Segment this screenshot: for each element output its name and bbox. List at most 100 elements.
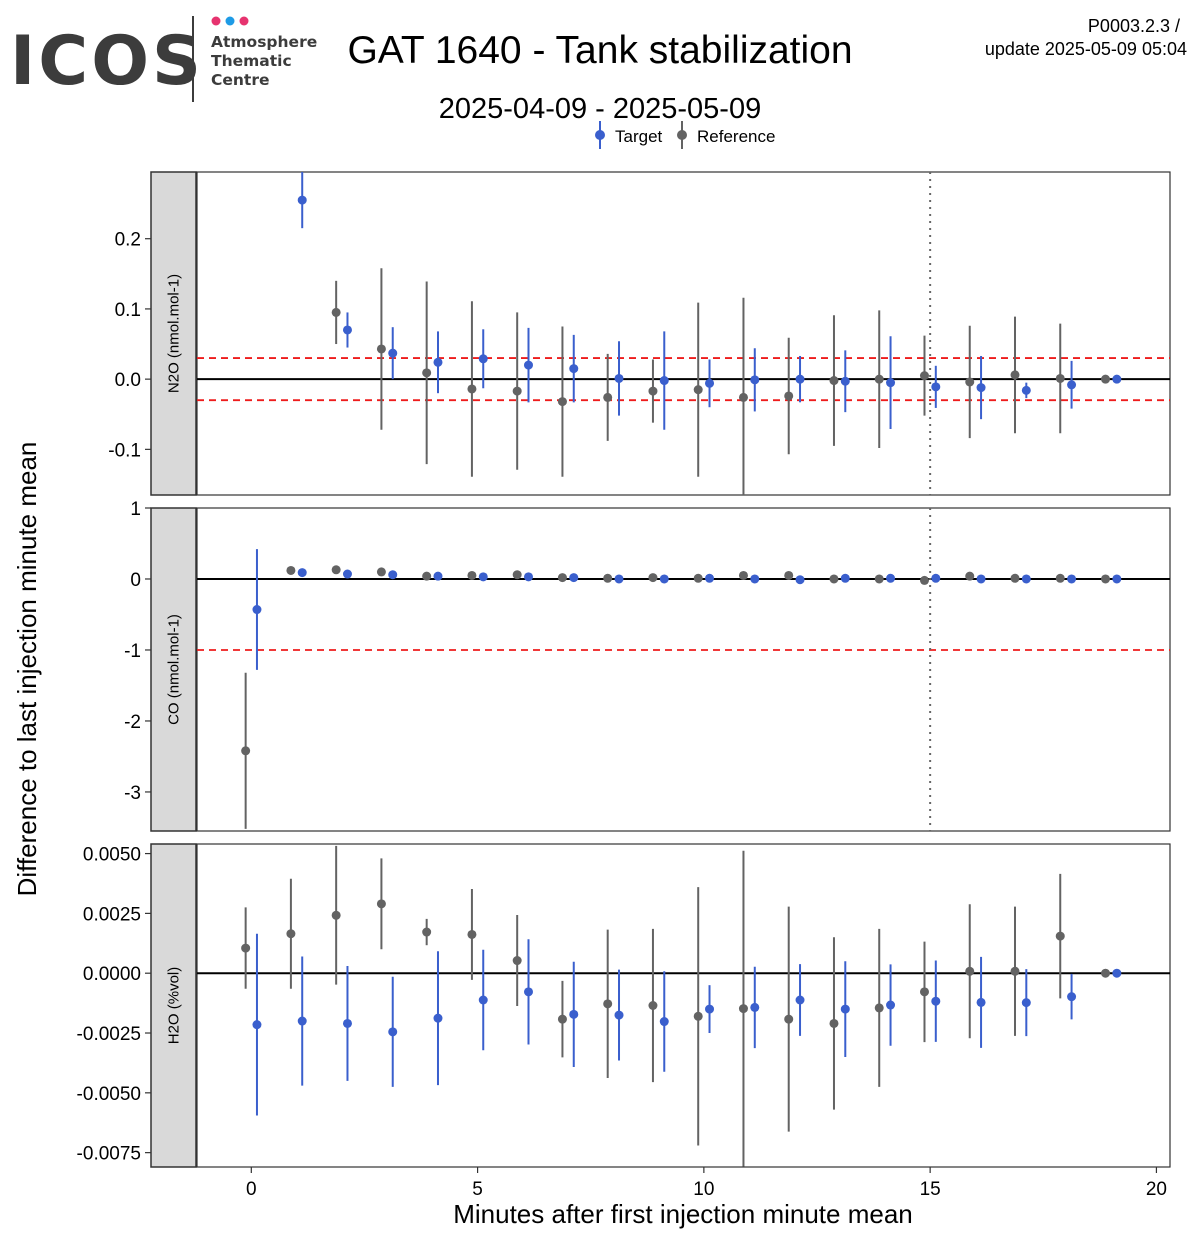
point-reference [512,386,522,396]
point-target [478,354,488,364]
y-tick-label: 0.2 [115,230,141,251]
point-target [1112,574,1122,584]
point-target [1067,380,1077,390]
point-target [795,575,805,585]
point-target [659,376,669,386]
point-reference [241,943,251,953]
chart-title: GAT 1640 - Tank stabilization [347,29,852,72]
y-tick-label: 0.0000 [83,964,141,985]
point-reference [286,929,296,939]
point-reference [693,573,703,583]
logo-dot-pink [211,16,221,26]
point-reference [919,987,929,997]
point-target [614,1010,624,1020]
point-reference [512,570,522,580]
y-tick-label: -2 [124,712,141,733]
point-target [1021,385,1031,395]
point-target [614,574,624,584]
y-tick-label: -0.1 [108,440,141,461]
y-axis-label: Difference to last injection minute mean [12,442,42,897]
point-reference [784,391,794,401]
point-target [523,360,533,370]
point-reference [738,570,748,580]
point-target [252,1020,262,1030]
point-reference [376,344,386,354]
point-target [1067,574,1077,584]
point-reference [557,573,567,583]
point-target [976,574,986,584]
x-axis: 0 5 10 15 20 [246,1167,1167,1200]
logo-sub-line-2: Thematic [211,52,292,70]
point-target [342,325,352,335]
point-target [1021,574,1031,584]
point-target [523,572,533,582]
point-reference [603,999,613,1009]
x-tick-label: 0 [246,1179,257,1200]
point-reference [1055,931,1065,941]
point-reference [1055,373,1065,383]
point-reference [1101,968,1111,978]
point-reference [1101,374,1111,384]
point-reference [784,570,794,580]
point-target [840,573,850,583]
point-target [886,1000,896,1010]
point-target [342,569,352,579]
point-target [1021,998,1031,1008]
point-reference [1010,966,1020,976]
point-target [478,995,488,1005]
point-reference [693,1011,703,1021]
point-reference [422,571,432,581]
panel-strip [150,843,197,1168]
point-target [886,378,896,388]
point-reference [738,392,748,402]
legend-target-label: Target [615,127,663,146]
point-target [840,376,850,386]
logo-dot-pink-2 [239,16,249,26]
point-reference [874,1003,884,1013]
point-reference [648,573,658,583]
y-tick-label: 0.1 [115,300,141,321]
point-reference [648,386,658,396]
legend: Target Reference [595,121,775,149]
point-target [976,383,986,393]
point-target [569,364,579,374]
point-target [614,373,624,383]
point-target [388,570,398,580]
point-reference [603,392,613,402]
y-tick-label: 0.0 [115,370,141,391]
point-reference [422,927,432,937]
y-tick-label: 0.0025 [83,904,141,925]
point-reference [919,371,929,381]
point-target [1067,992,1077,1002]
point-reference [1101,574,1111,584]
x-tick-label: 20 [1146,1179,1167,1200]
x-tick-label: 5 [472,1179,483,1200]
panel-plot-area [197,172,1170,495]
panel-frame [196,843,1171,1168]
y-tick-label: -0.0050 [77,1084,141,1105]
point-reference [784,1014,794,1024]
point-target [795,374,805,384]
panel-strip-label: CO (nmol.mol-1) [166,614,183,725]
point-target [976,997,986,1007]
y-tick-label: -0.0075 [77,1144,141,1165]
point-target [705,573,715,583]
point-reference [829,574,839,584]
x-axis-label: Minutes after first injection minute mea… [453,1199,913,1229]
point-reference [874,374,884,384]
point-reference [1010,370,1020,380]
point-target [750,1002,760,1012]
legend-reference-dot [677,130,687,140]
y-tick-label: 0.0050 [83,845,141,866]
panel-co: CO (nmol.mol-1) -3 -2 -1 0 1 [124,499,1171,832]
point-reference [331,910,341,920]
point-reference [1055,573,1065,583]
panel-frame [196,171,1171,496]
legend-reference-label: Reference [697,127,775,146]
point-target [433,357,443,367]
point-reference [965,377,975,387]
legend-target-dot [595,130,605,140]
point-target [342,1018,352,1028]
update-label: update 2025-05-09 05:04 [985,39,1187,59]
